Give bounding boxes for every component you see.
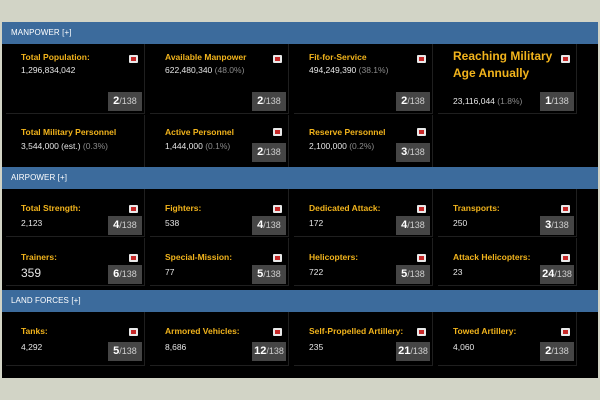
stat-reserve-personnel: Reserve Personnel 2,100,000 (0.2%) 3/138	[294, 115, 433, 171]
stat-value: 1,444,000 (0.1%)	[165, 141, 231, 151]
stat-label: Available Manpower	[165, 52, 247, 62]
rank-badge: 4/138	[252, 216, 286, 235]
stat-label: Trainers:	[21, 252, 57, 262]
stat-reaching-military-age: Reaching Military Age Annually 23,116,04…	[438, 44, 577, 114]
stat-label: Total Strength:	[21, 203, 81, 213]
rank-badge: 5/138	[396, 265, 430, 284]
stat-value: 622,480,340 (48.0%)	[165, 65, 245, 75]
rank-badge: 3/138	[396, 143, 430, 162]
flag-icon[interactable]	[129, 55, 138, 63]
flag-icon[interactable]	[561, 55, 570, 63]
stat-trainers: Trainers: 359 6/138	[6, 238, 145, 286]
flag-icon[interactable]	[273, 205, 282, 213]
stat-dedicated-attack: Dedicated Attack: 172 4/138	[294, 189, 433, 237]
stat-value: 538	[165, 218, 180, 228]
rank-badge: 2/138	[252, 143, 286, 162]
stat-label: Towed Artillery:	[453, 326, 517, 336]
stat-value: 23,116,044 (1.8%)	[453, 96, 523, 106]
stat-self-propelled-artillery: Self-Propelled Artillery: 235 21/138	[294, 312, 433, 366]
rank-badge: 2/138	[396, 92, 430, 111]
stat-label: Self-Propelled Artillery:	[309, 326, 404, 336]
stat-label: Attack Helicopters:	[453, 252, 531, 262]
stat-tanks: Tanks: 4,292 5/138	[6, 312, 145, 366]
rank-badge: 5/138	[108, 342, 142, 361]
stat-total-military-personnel: Total Military Personnel 3,544,000 (est.…	[6, 115, 145, 171]
stat-value: 4,292	[21, 342, 43, 352]
stat-fit-for-service: Fit-for-Service 494,249,390 (38.1%) 2/13…	[294, 44, 433, 114]
land-forces-section-header[interactable]: LAND FORCES [+]	[2, 290, 598, 312]
stat-label: Dedicated Attack:	[309, 203, 381, 213]
stat-value: 494,249,390 (38.1%)	[309, 65, 389, 75]
flag-icon[interactable]	[273, 55, 282, 63]
stats-panel: MANPOWER [+] Total Population: 1,296,834…	[2, 22, 598, 378]
stat-active-personnel: Active Personnel 1,444,000 (0.1%) 2/138	[150, 115, 289, 171]
flag-icon[interactable]	[417, 205, 426, 213]
stat-value: 2,123	[21, 218, 43, 228]
flag-icon[interactable]	[273, 254, 282, 262]
stat-armored-vehicles: Armored Vehicles: 8,686 12/138	[150, 312, 289, 366]
stat-transports: Transports: 250 3/138	[438, 189, 577, 237]
stat-label: Armored Vehicles:	[165, 326, 240, 336]
flag-icon[interactable]	[129, 205, 138, 213]
stat-value: 2,100,000 (0.2%)	[309, 141, 375, 151]
rank-badge: 21/138	[396, 342, 430, 361]
stat-value: 23	[453, 267, 463, 277]
stat-label: Fighters:	[165, 203, 202, 213]
stat-helicopters: Helicopters: 722 5/138	[294, 238, 433, 286]
stat-label: Active Personnel	[165, 127, 234, 137]
stat-special-mission: Special-Mission: 77 5/138	[150, 238, 289, 286]
flag-icon[interactable]	[561, 205, 570, 213]
stat-value: 3,544,000 (est.) (0.3%)	[21, 141, 108, 151]
manpower-section-header[interactable]: MANPOWER [+]	[2, 22, 598, 44]
stat-towed-artillery: Towed Artillery: 4,060 2/138	[438, 312, 577, 366]
stat-fighters: Fighters: 538 4/138	[150, 189, 289, 237]
flag-icon[interactable]	[561, 254, 570, 262]
rank-badge: 5/138	[252, 265, 286, 284]
stat-label: Total Population:	[21, 52, 90, 62]
stat-label: Fit-for-Service	[309, 52, 367, 62]
stat-value: 8,686	[165, 342, 187, 352]
flag-icon[interactable]	[129, 254, 138, 262]
stat-total-strength: Total Strength: 2,123 4/138	[6, 189, 145, 237]
flag-icon[interactable]	[417, 254, 426, 262]
rank-badge: 24/138	[540, 265, 574, 284]
flag-icon[interactable]	[417, 328, 426, 336]
flag-icon[interactable]	[561, 328, 570, 336]
stat-label: Helicopters:	[309, 252, 359, 262]
stat-value: 77	[165, 267, 175, 277]
rank-badge: 4/138	[108, 216, 142, 235]
rank-badge: 2/138	[108, 92, 142, 111]
flag-icon[interactable]	[417, 55, 426, 63]
rank-badge: 6/138	[108, 265, 142, 284]
stat-label: Total Military Personnel	[21, 127, 117, 137]
rank-badge: 1/138	[540, 92, 574, 111]
airpower-section-header[interactable]: AIRPOWER [+]	[2, 167, 598, 189]
stat-label: Tanks:	[21, 326, 48, 336]
stat-value: 359	[21, 266, 42, 280]
stat-label: Reaching Military Age Annually	[453, 49, 553, 80]
stat-value: 722	[309, 267, 324, 277]
stat-value: 172	[309, 218, 324, 228]
flag-icon[interactable]	[129, 328, 138, 336]
stat-value: 1,296,834,042	[21, 65, 76, 75]
rank-badge: 12/138	[252, 342, 286, 361]
stat-value: 250	[453, 218, 468, 228]
rank-badge: 4/138	[396, 216, 430, 235]
flag-icon[interactable]	[417, 128, 426, 136]
stat-label: Special-Mission:	[165, 252, 233, 262]
flag-icon[interactable]	[273, 328, 282, 336]
stat-attack-helicopters: Attack Helicopters: 23 24/138	[438, 238, 577, 286]
rank-badge: 2/138	[252, 92, 286, 111]
stat-label: Transports:	[453, 203, 500, 213]
stat-value: 4,060	[453, 342, 475, 352]
stat-total-population: Total Population: 1,296,834,042 2/138	[6, 44, 145, 114]
stat-value: 235	[309, 342, 324, 352]
rank-badge: 2/138	[540, 342, 574, 361]
rank-badge: 3/138	[540, 216, 574, 235]
stat-available-manpower: Available Manpower 622,480,340 (48.0%) 2…	[150, 44, 289, 114]
flag-icon[interactable]	[273, 128, 282, 136]
stat-label: Reserve Personnel	[309, 127, 386, 137]
